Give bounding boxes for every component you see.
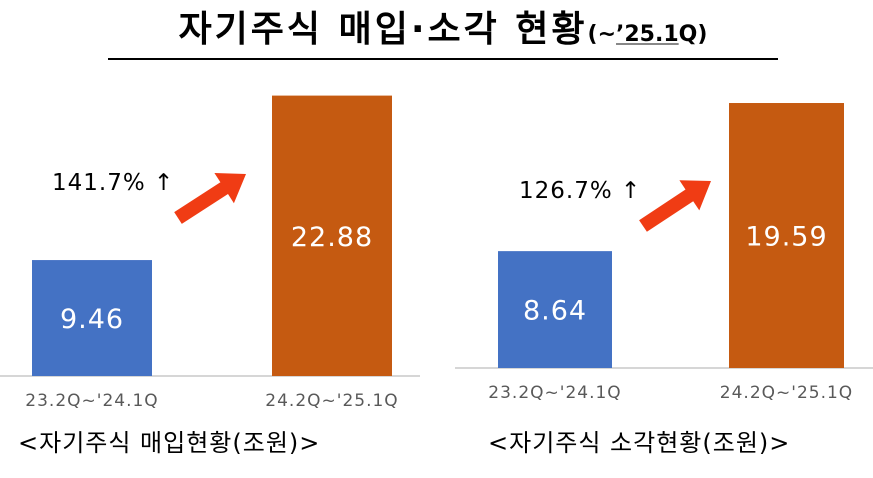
retirement-chart-caption: <자기주식 소각현황(조원)> (488, 429, 791, 457)
buyback-chart-caption: <자기주식 매입현황(조원)> (18, 429, 321, 457)
retirement-bar-2 (729, 103, 844, 368)
buyback-bar-2-value-label: 22.88 (291, 222, 373, 253)
retirement-bar-2-value-label: 19.59 (745, 222, 827, 253)
title-sub-open: (~ (587, 22, 617, 47)
buyback-chart-svg: 9.46 23.2Q~'24.1Q 22.88 24.2Q~'25.1Q 141.7% … (0, 95, 420, 411)
retirement-chart-svg: 8.64 23.2Q~'24.1Q 19.59 24.2Q~'25.1Q 126.7% … (455, 103, 873, 403)
title-sub-quarter: ’25.1 (616, 22, 679, 47)
retirement-category-label-2: 24.2Q~'25.1Q (720, 383, 853, 403)
buyback-bar-1-value-label: 9.46 (60, 304, 124, 335)
title-sub: (~’25.1Q) (588, 22, 708, 47)
buyback-chart: 9.46 23.2Q~'24.1Q 22.88 24.2Q~'25.1Q 141.7% … (0, 78, 420, 468)
retirement-category-label-1: 23.2Q~'24.1Q (488, 383, 621, 403)
arrow-up-right-icon (639, 180, 711, 232)
page-title: 자기주식 매입·소각 현황(~’25.1Q) (108, 6, 778, 60)
title-main: 자기주식 매입·소각 현황 (178, 9, 588, 50)
retirement-chart: 8.64 23.2Q~'24.1Q 19.59 24.2Q~'25.1Q 126.7% … (455, 78, 873, 468)
buyback-bar-2 (272, 95, 392, 376)
title-sub-close: Q) (678, 22, 708, 47)
buyback-growth-annotation: 141.7% ↑ (52, 170, 174, 196)
arrow-up-right-icon (174, 173, 246, 224)
buyback-bar-1 (32, 260, 152, 376)
retirement-bar-1 (498, 251, 612, 368)
buyback-category-label-1: 23.2Q~'24.1Q (25, 391, 158, 411)
buyback-category-label-2: 24.2Q~'25.1Q (265, 391, 398, 411)
retirement-bar-1-value-label: 8.64 (523, 296, 587, 327)
retirement-growth-annotation: 126.7% ↑ (519, 178, 641, 204)
